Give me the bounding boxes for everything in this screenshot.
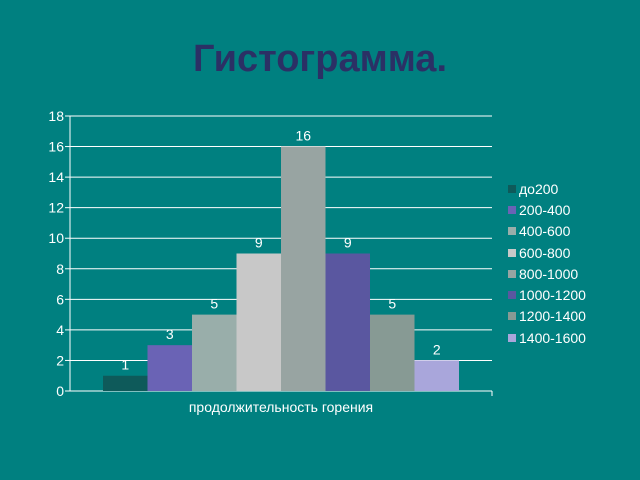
y-tick-label: 0 <box>56 383 64 399</box>
y-tick-label: 8 <box>56 261 64 277</box>
data-label: 9 <box>255 235 263 251</box>
y-tick-label: 14 <box>48 169 64 185</box>
legend-item: до200 <box>508 178 586 199</box>
bar-600-800 <box>236 253 281 391</box>
legend-item: 800-1000 <box>508 263 586 284</box>
bar-800-1000 <box>281 146 326 391</box>
bar-1000-1200 <box>325 253 370 391</box>
data-label: 1 <box>121 357 129 373</box>
y-tick-label: 6 <box>56 291 64 307</box>
legend-label: 1000-1200 <box>519 287 586 304</box>
legend-label: 600-800 <box>519 244 571 261</box>
legend-label: до200 <box>519 180 559 197</box>
legend-item: 1400-1600 <box>508 327 586 348</box>
bar-1200-1400 <box>370 314 415 391</box>
legend-swatch <box>508 248 516 257</box>
y-tick-label: 16 <box>48 139 64 155</box>
legend-item: 400-600 <box>508 221 586 242</box>
y-tick-label: 12 <box>48 200 64 216</box>
data-label: 5 <box>388 296 396 312</box>
data-label: 2 <box>433 341 441 357</box>
legend-item: 200-400 <box>508 199 586 220</box>
legend-swatch <box>508 184 516 193</box>
bar-400-600 <box>192 314 237 391</box>
data-label: 9 <box>344 235 352 251</box>
legend-label: 1400-1600 <box>519 329 586 346</box>
legend-item: 1000-1200 <box>508 284 586 305</box>
y-tick-label: 10 <box>48 230 64 246</box>
data-label: 3 <box>166 326 174 342</box>
bar-1400-1600 <box>414 360 459 391</box>
slide-title: Гистограмма. <box>193 38 447 80</box>
legend-label: 400-600 <box>519 223 571 240</box>
legend-item: 600-800 <box>508 242 586 263</box>
legend-swatch <box>508 269 516 278</box>
x-axis-label: продолжительность горения <box>189 399 373 415</box>
bar-200-400 <box>147 345 192 391</box>
legend-swatch <box>508 205 516 214</box>
legend-swatch <box>508 333 516 342</box>
data-label: 5 <box>210 296 218 312</box>
legend-swatch <box>508 291 516 300</box>
legend-swatch <box>508 312 516 321</box>
data-label: 16 <box>295 128 311 144</box>
legend-label: 200-400 <box>519 201 571 218</box>
legend-swatch <box>508 227 516 236</box>
y-tick-label: 4 <box>56 322 64 338</box>
legend-item: 1200-1400 <box>508 306 586 327</box>
bar-до200 <box>103 375 148 391</box>
legend-label: 1200-1400 <box>519 308 586 325</box>
legend-label: 800-1000 <box>519 265 579 282</box>
y-tick-label: 18 <box>48 108 64 124</box>
chart-legend: до200 200-400 400-600 600-800 800-1000 1000-1… <box>508 178 586 348</box>
y-tick-label: 2 <box>56 352 64 368</box>
